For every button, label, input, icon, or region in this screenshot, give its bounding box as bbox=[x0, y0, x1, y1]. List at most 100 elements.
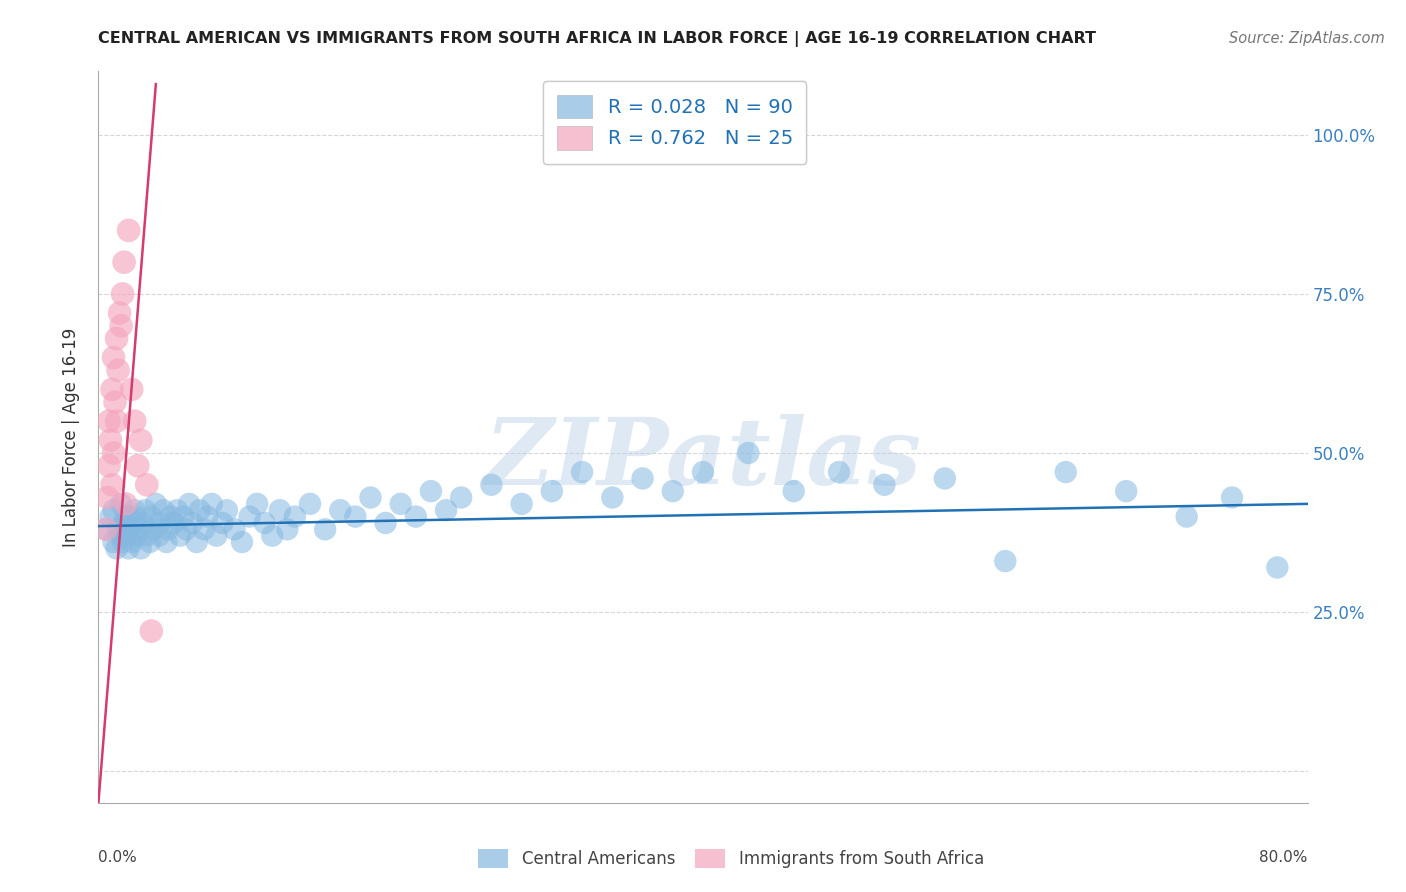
Point bbox=[1175, 509, 1198, 524]
Point bbox=[112, 255, 135, 269]
Point bbox=[201, 497, 224, 511]
Point bbox=[1267, 560, 1289, 574]
Point bbox=[1054, 465, 1077, 479]
Point bbox=[101, 477, 124, 491]
Point bbox=[188, 503, 211, 517]
Point bbox=[239, 509, 262, 524]
Point bbox=[211, 516, 233, 530]
Point bbox=[195, 509, 218, 524]
Point bbox=[374, 516, 396, 530]
Point bbox=[1115, 484, 1137, 499]
Point bbox=[142, 522, 165, 536]
Point bbox=[103, 446, 125, 460]
Point bbox=[107, 522, 129, 536]
Point bbox=[105, 331, 128, 345]
Point bbox=[174, 522, 197, 536]
Point bbox=[571, 465, 593, 479]
Point bbox=[172, 509, 194, 524]
Point bbox=[114, 522, 136, 536]
Point bbox=[118, 509, 141, 524]
Point bbox=[120, 522, 142, 536]
Point bbox=[103, 503, 125, 517]
Point bbox=[141, 624, 163, 638]
Point bbox=[155, 535, 177, 549]
Text: ZIPatlas: ZIPatlas bbox=[485, 414, 921, 504]
Point bbox=[231, 535, 253, 549]
Point bbox=[125, 529, 148, 543]
Point bbox=[141, 509, 163, 524]
Point bbox=[934, 471, 956, 485]
Point bbox=[110, 497, 132, 511]
Point bbox=[124, 503, 146, 517]
Point bbox=[540, 484, 562, 499]
Point bbox=[783, 484, 806, 499]
Point bbox=[737, 446, 759, 460]
Point bbox=[135, 477, 157, 491]
Point bbox=[105, 541, 128, 556]
Point bbox=[107, 363, 129, 377]
Point bbox=[96, 491, 118, 505]
Point bbox=[329, 503, 352, 517]
Point bbox=[181, 516, 204, 530]
Point bbox=[434, 503, 457, 517]
Point bbox=[94, 522, 117, 536]
Point bbox=[166, 503, 188, 517]
Point bbox=[163, 516, 186, 530]
Point bbox=[253, 516, 276, 530]
Point bbox=[314, 522, 336, 536]
Point bbox=[110, 529, 132, 543]
Point bbox=[101, 383, 124, 397]
Point bbox=[481, 477, 503, 491]
Point bbox=[224, 522, 246, 536]
Point bbox=[129, 434, 152, 448]
Point bbox=[262, 529, 284, 543]
Point bbox=[215, 503, 238, 517]
Point bbox=[118, 541, 141, 556]
Point bbox=[148, 529, 170, 543]
Point bbox=[98, 414, 121, 428]
Point bbox=[104, 395, 127, 409]
Point bbox=[299, 497, 322, 511]
Point bbox=[186, 535, 208, 549]
Legend: Central Americans, Immigrants from South Africa: Central Americans, Immigrants from South… bbox=[472, 842, 990, 875]
Point bbox=[193, 522, 215, 536]
Point bbox=[112, 516, 135, 530]
Point bbox=[122, 516, 145, 530]
Text: 0.0%: 0.0% bbox=[98, 850, 138, 865]
Point bbox=[103, 351, 125, 365]
Point bbox=[108, 306, 131, 320]
Point bbox=[118, 223, 141, 237]
Point bbox=[111, 287, 134, 301]
Point bbox=[873, 477, 896, 491]
Point bbox=[124, 414, 146, 428]
Text: CENTRAL AMERICAN VS IMMIGRANTS FROM SOUTH AFRICA IN LABOR FORCE | AGE 16-19 CORR: CENTRAL AMERICAN VS IMMIGRANTS FROM SOUT… bbox=[98, 31, 1097, 47]
Point bbox=[156, 522, 179, 536]
Point bbox=[1220, 491, 1243, 505]
Legend: R = 0.028   N = 90, R = 0.762   N = 25: R = 0.028 N = 90, R = 0.762 N = 25 bbox=[544, 81, 807, 163]
Y-axis label: In Labor Force | Age 16-19: In Labor Force | Age 16-19 bbox=[62, 327, 80, 547]
Point bbox=[125, 509, 148, 524]
Point bbox=[134, 503, 156, 517]
Point bbox=[114, 497, 136, 511]
Point bbox=[105, 414, 128, 428]
Point bbox=[160, 509, 183, 524]
Point bbox=[98, 458, 121, 473]
Point bbox=[132, 516, 155, 530]
Point bbox=[145, 497, 167, 511]
Point bbox=[661, 484, 683, 499]
Point bbox=[405, 509, 427, 524]
Point bbox=[389, 497, 412, 511]
Point bbox=[269, 503, 291, 517]
Point bbox=[179, 497, 201, 511]
Point bbox=[121, 535, 143, 549]
Point bbox=[152, 503, 174, 517]
Point bbox=[110, 318, 132, 333]
Point bbox=[100, 509, 122, 524]
Point bbox=[100, 434, 122, 448]
Point bbox=[111, 535, 134, 549]
Point bbox=[450, 491, 472, 505]
Point bbox=[115, 529, 138, 543]
Point bbox=[127, 458, 149, 473]
Text: Source: ZipAtlas.com: Source: ZipAtlas.com bbox=[1229, 31, 1385, 46]
Point bbox=[205, 529, 228, 543]
